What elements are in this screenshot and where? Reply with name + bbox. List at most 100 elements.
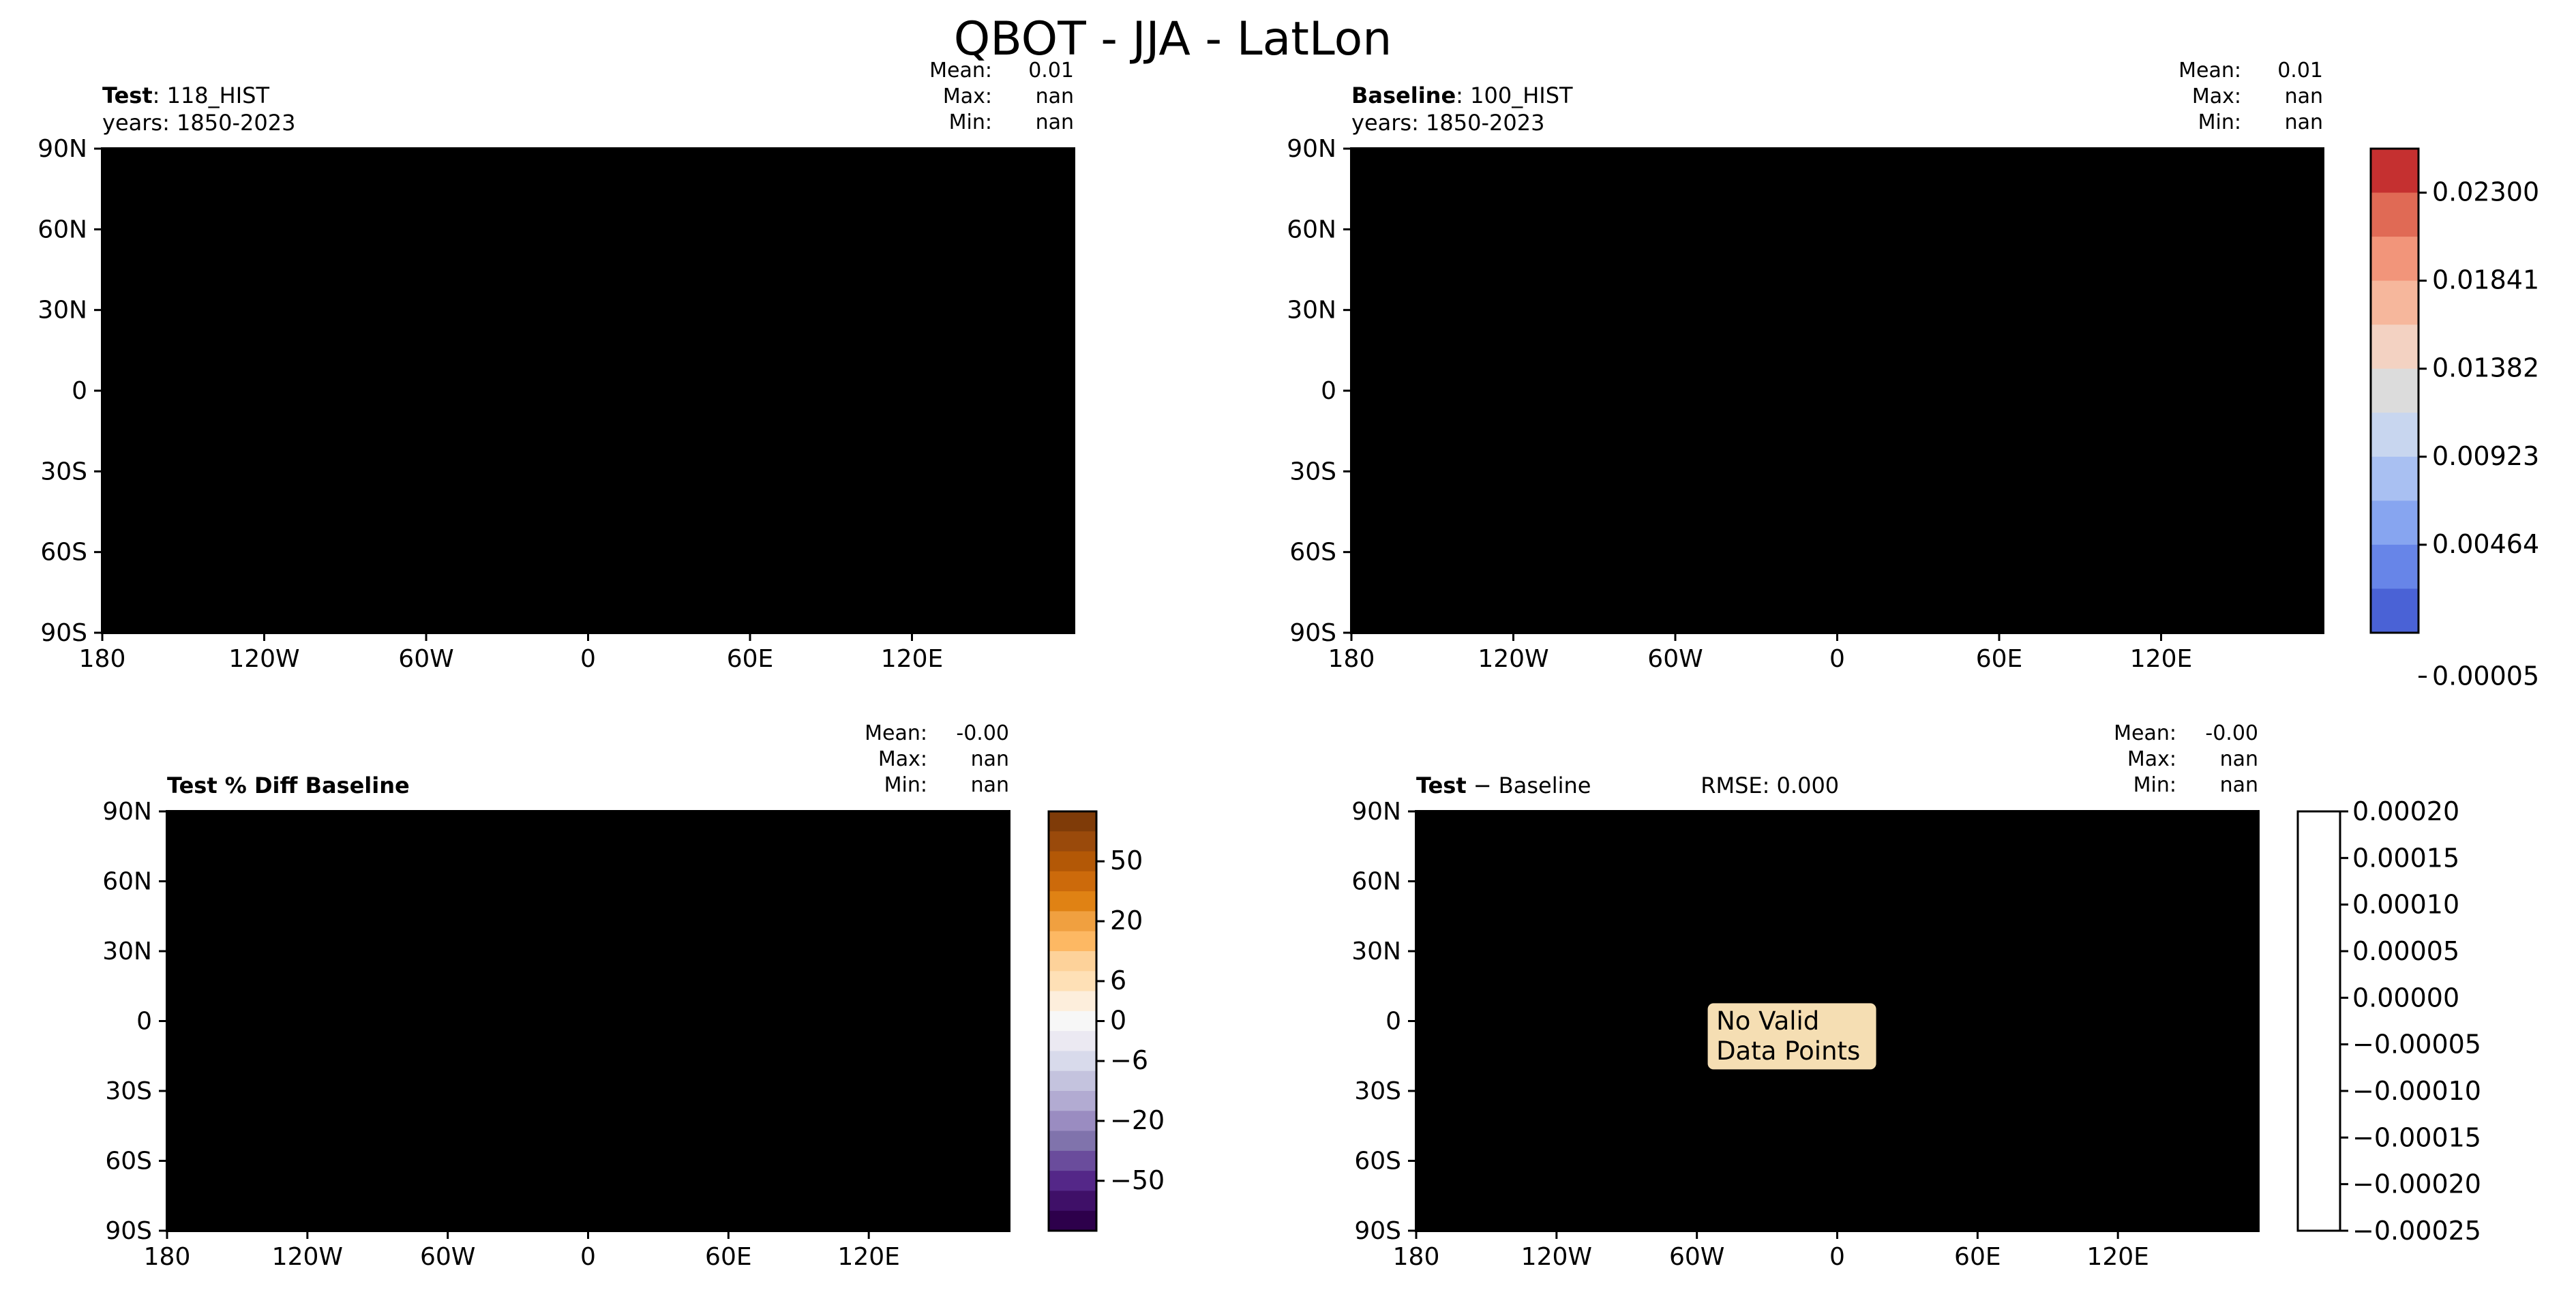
map-panel-diff: 180 120W 60W 0 60E 120E 90N 60N 30N 0 30S 60S 90S Tes… xyxy=(1351,721,2260,1271)
map-body-pct-diff xyxy=(167,830,1009,1231)
figure-title: QBOT - JJA - LatLon xyxy=(954,12,1392,66)
stat-value: -0.00 xyxy=(2205,721,2258,745)
colorbar-segment xyxy=(1049,1010,1096,1032)
lon-tick-label: 120E xyxy=(881,645,943,673)
colorbar-segment xyxy=(2371,149,2418,194)
stat-label: Max: xyxy=(2192,85,2241,108)
colorbar-segment xyxy=(1049,1210,1096,1231)
colorbar-segment xyxy=(2371,413,2418,458)
lon-tick-label: 60W xyxy=(420,1243,475,1271)
lon-tick-label: 0 xyxy=(580,1243,596,1271)
colorbar-tick-label: 0.02300 xyxy=(2432,177,2539,207)
lat-tick-label: 60N xyxy=(102,868,152,896)
rmse-label: RMSE: 0.000 xyxy=(1701,773,1839,798)
panel-title-bold: Test % Diff Baseline xyxy=(167,773,410,798)
colorbar-pct: 50 20 6 0 −6 −20 −50 xyxy=(1047,810,1165,1232)
lat-tick-label: 90S xyxy=(105,1217,152,1245)
lon-tick-label: 180 xyxy=(79,645,126,673)
colorbar-segment xyxy=(1049,1091,1096,1111)
lat-tick-label: 90S xyxy=(1289,619,1336,647)
colorbar-segment xyxy=(1049,931,1096,952)
lon-tick-label: 120W xyxy=(228,645,299,673)
colorbar-tick-label: −50 xyxy=(1110,1165,1165,1195)
colorbar-segment xyxy=(2371,500,2418,545)
lat-tick-label: 0 xyxy=(1321,377,1336,405)
lon-tick-label: 180 xyxy=(1393,1243,1440,1271)
lat-tick-label: 60S xyxy=(1354,1148,1401,1175)
colorbar-tick-label: 20 xyxy=(1110,905,1143,935)
colorbar-tick-label: −0.00020 xyxy=(2352,1169,2481,1199)
colorbar-segment xyxy=(1049,871,1096,892)
colorbar-tick-label: 6 xyxy=(1110,965,1126,995)
panel-title-rest: : 118_HIST xyxy=(153,83,270,108)
lon-tick-label: 60E xyxy=(727,645,774,673)
coastlines xyxy=(167,830,1009,1231)
lon-tick-label: 120E xyxy=(837,1243,899,1271)
colorbar-segment xyxy=(1049,1150,1096,1171)
colorbar-tick-label: 0.00923 xyxy=(2432,441,2539,471)
colorbar-tick-label: 0.00005 xyxy=(2352,936,2459,966)
colorbar-tick-label: −20 xyxy=(1110,1105,1165,1135)
colorbar-tick-label: −0.00015 xyxy=(2352,1122,2481,1152)
lat-tick-label: 60N xyxy=(38,215,87,243)
stat-label: Mean: xyxy=(2114,721,2176,745)
lat-tick-label: 60S xyxy=(40,539,87,567)
lat-tick-label: 60N xyxy=(1287,215,1336,243)
lat-tick-label: 90N xyxy=(38,135,87,163)
lat-tick-label: 60S xyxy=(105,1148,152,1175)
colorbar-segment xyxy=(1049,1051,1096,1072)
colorbar-main: 0.02300 0.01841 0.01382 0.00923 0.00464 0.000… xyxy=(2369,147,2539,691)
lat-tick-label: 60N xyxy=(1351,868,1401,896)
lon-tick-label: 0 xyxy=(1829,1243,1845,1271)
panel-title-bold: Test xyxy=(1416,773,1467,798)
lon-tick-label: 120W xyxy=(1521,1243,1592,1271)
colorbar-segment xyxy=(2371,544,2418,590)
lon-tick-label: 120E xyxy=(2130,645,2192,673)
stat-value: nan xyxy=(971,773,1009,797)
panel-title: Baseline: 100_HIST xyxy=(1351,83,1573,108)
annotation-text: Data Points xyxy=(1716,1036,1860,1066)
colorbar-segment xyxy=(1049,1031,1096,1052)
lon-tick-label: 60E xyxy=(1976,645,2023,673)
colorbar-tick-label: 0.01841 xyxy=(2432,265,2539,295)
stat-label: Mean: xyxy=(929,59,992,83)
lon-tick-label: 60W xyxy=(1647,645,1703,673)
colorbar-segment xyxy=(1049,991,1096,1012)
lon-tick-label: 180 xyxy=(144,1243,191,1271)
colorbar-segment xyxy=(1049,831,1096,852)
panel-title-bold: Test xyxy=(102,83,153,108)
colorbar-tick-label: 0.00010 xyxy=(2352,890,2459,920)
colorbar-segment xyxy=(1049,1171,1096,1192)
stat-label: Min: xyxy=(2133,773,2176,797)
lon-tick-label: 60W xyxy=(1669,1243,1724,1271)
panel-title: Test % Diff Baseline xyxy=(167,773,410,798)
panel-title-rest: − Baseline xyxy=(1467,773,1591,798)
colorbar-tick-label: 0.00015 xyxy=(2352,843,2459,873)
lon-tick-label: 180 xyxy=(1328,645,1375,673)
colorbar-tick-label: 0.00020 xyxy=(2352,796,2459,826)
annotation-box xyxy=(1705,1001,1878,1072)
map-body-test xyxy=(102,170,1074,633)
coastlines xyxy=(102,170,1074,633)
panel-subtitle: years: 1850-2023 xyxy=(102,110,295,136)
lat-tick-label: 90N xyxy=(102,798,152,826)
colorbar-segment xyxy=(1049,971,1096,992)
colorbar-segment xyxy=(1049,1070,1096,1092)
lat-tick-label: 30N xyxy=(1351,938,1401,965)
stat-value: nan xyxy=(2220,747,2258,771)
stat-label: Min: xyxy=(884,773,927,797)
panel-title-rest: : 100_HIST xyxy=(1456,83,1573,108)
map-panel-test: 180 120W 60W 0 60E 120E 90N 60N 30N 0 30S 60S 90S Tes… xyxy=(38,59,1075,673)
lon-tick-label: 120W xyxy=(272,1243,343,1271)
lon-tick-label: 0 xyxy=(580,645,596,673)
stat-value: nan xyxy=(971,747,1009,771)
lat-tick-label: 30N xyxy=(102,938,152,965)
lon-tick-label: 120W xyxy=(1478,645,1548,673)
colorbar-tick-label: 0.00464 xyxy=(2432,529,2539,559)
lat-tick-label: 0 xyxy=(72,377,87,405)
colorbar-frame xyxy=(2296,810,2341,1232)
colorbar-tick-label: −0.00005 xyxy=(2352,1030,2481,1060)
colorbar-diff: 0.00020 0.00015 0.00010 0.00005 0.00000 −0.00… xyxy=(2296,796,2481,1246)
colorbar-tick-label: −0.00010 xyxy=(2352,1076,2481,1106)
